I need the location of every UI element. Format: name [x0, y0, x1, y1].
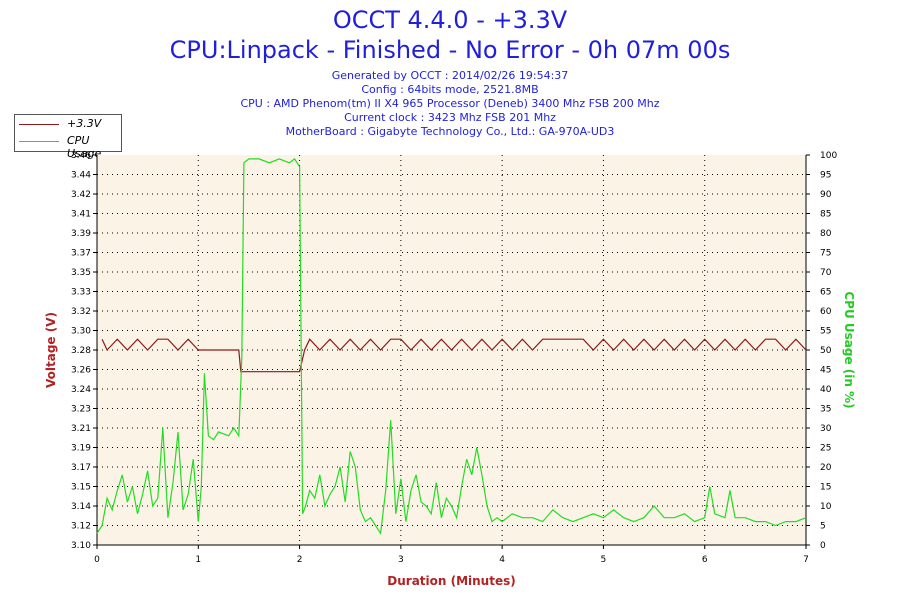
- y-left-tick-label: 3.10: [71, 541, 91, 551]
- y-right-tick-label: 55: [820, 327, 831, 337]
- y-left-tick-label: 3.23: [71, 405, 91, 415]
- y-right-tick-label: 50: [820, 346, 832, 356]
- info-clock: Current clock : 3423 Mhz FSB 201 Mhz: [344, 111, 556, 124]
- y-right-tick-label: 85: [820, 210, 831, 220]
- y-axis-label-left: Voltage (V): [44, 312, 58, 388]
- series-lines: [96, 158, 807, 536]
- y-right-tick-label: 20: [820, 463, 832, 473]
- info-motherboard: MotherBoard : Gigabyte Technology Co., L…: [285, 125, 615, 138]
- legend-swatch-cpu: [19, 141, 59, 142]
- x-tick-label: 4: [499, 555, 505, 565]
- legend: +3.3V CPU Usage: [14, 114, 122, 160]
- y-left-tick-label: 3.28: [71, 346, 91, 356]
- x-tick-label: 5: [601, 555, 607, 565]
- y-left-tick-label: 3.19: [71, 444, 91, 454]
- y-right-tick-label: 35: [820, 405, 831, 415]
- series-line-voltage: [101, 338, 807, 373]
- y-left-tick-label: 3.35: [71, 268, 91, 278]
- x-tick-label: 6: [702, 555, 708, 565]
- y-right-tick-label: 70: [820, 268, 832, 278]
- chart-subtitle: CPU:Linpack - Finished - No Error - 0h 0…: [169, 36, 731, 64]
- y-right-tick-label: 5: [820, 522, 826, 532]
- y-right-tick-label: 45: [820, 366, 831, 376]
- y-right-tick-label: 10: [820, 502, 832, 512]
- y-left-tick-label: 3.24: [71, 385, 91, 395]
- y-left-tick-label: 3.32: [71, 307, 91, 317]
- x-tick-label: 1: [195, 555, 201, 565]
- y-left-tick-label: 3.39: [71, 229, 91, 239]
- y-right-tick-label: 100: [820, 151, 837, 161]
- y-right-tick-label: 15: [820, 483, 831, 493]
- legend-label-voltage: +3.3V: [67, 117, 102, 130]
- y-left-tick-label: 3.46: [71, 151, 91, 161]
- y-right-tick-label: 40: [820, 385, 832, 395]
- x-tick-label: 3: [398, 555, 404, 565]
- y-left-tick-label: 3.21: [71, 424, 91, 434]
- info-generated: Generated by OCCT : 2014/02/26 19:54:37: [331, 69, 569, 82]
- legend-swatch-voltage: [19, 124, 59, 125]
- y-right-tick-label: 30: [820, 424, 832, 434]
- grid: [97, 155, 806, 545]
- info-cpu: CPU : AMD Phenom(tm) II X4 965 Processor…: [240, 97, 660, 110]
- y-left-tick-label: 3.17: [71, 463, 91, 473]
- y-right-tick-label: 25: [820, 444, 831, 454]
- y-left-tick-label: 3.41: [71, 210, 91, 220]
- y-right-tick-label: 75: [820, 249, 831, 259]
- y-right-tick-label: 80: [820, 229, 832, 239]
- y-axis-label-right: CPU Usage (in %): [842, 291, 856, 408]
- y-left-tick-label: 3.12: [71, 522, 91, 532]
- y-left-tick-label: 3.37: [71, 249, 91, 259]
- y-left-tick-label: 3.30: [71, 327, 91, 337]
- y-right-tick-label: 60: [820, 307, 832, 317]
- y-left-tick-label: 3.42: [71, 190, 91, 200]
- info-config: Config : 64bits mode, 2521.8MB: [361, 83, 539, 96]
- y-left-tick-label: 3.26: [71, 366, 91, 376]
- y-right-tick-label: 0: [820, 541, 826, 551]
- x-tick-label: 0: [94, 555, 100, 565]
- y-left-tick-label: 3.33: [71, 288, 91, 298]
- legend-label-cpu: CPU Usage: [67, 134, 102, 160]
- y-right-tick-label: 95: [820, 171, 831, 181]
- y-left-tick-label: 3.14: [71, 502, 91, 512]
- x-tick-label: 7: [803, 555, 809, 565]
- x-axis-label: Duration (Minutes): [387, 574, 515, 588]
- tick-labels: 3.10 03.12 53.14 103.15 153.17 203.19 253.21 30…: [71, 151, 837, 565]
- legend-item-cpu: CPU Usage: [15, 133, 121, 160]
- y-right-tick-label: 90: [820, 190, 832, 200]
- legend-item-voltage: +3.3V: [15, 116, 121, 132]
- y-right-tick-label: 65: [820, 288, 831, 298]
- y-left-tick-label: 3.15: [71, 483, 91, 493]
- series-line-cpu-usage: [96, 158, 807, 536]
- chart-title: OCCT 4.4.0 - +3.3V: [332, 6, 568, 34]
- x-tick-label: 2: [297, 555, 303, 565]
- y-left-tick-label: 3.44: [71, 171, 91, 181]
